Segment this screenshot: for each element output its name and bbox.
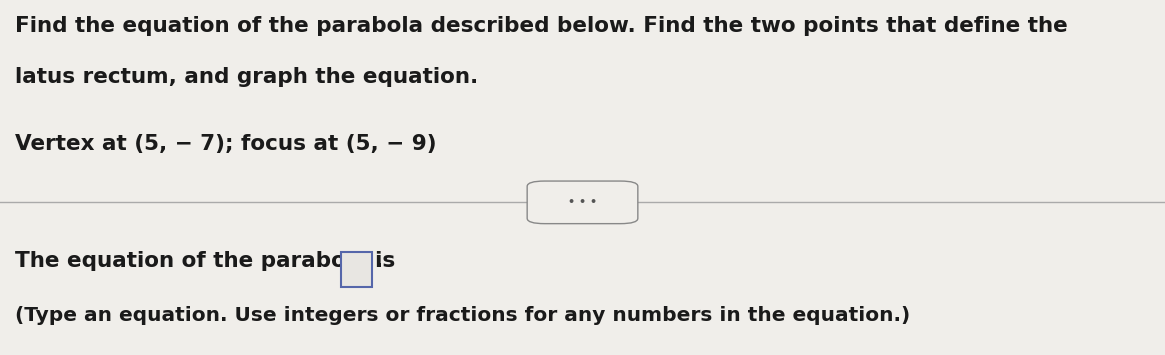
Text: Vertex at (5, − 7); focus at (5, − 9): Vertex at (5, − 7); focus at (5, − 9) — [15, 133, 437, 154]
Text: The equation of the parabola is: The equation of the parabola is — [15, 251, 403, 271]
Text: • • •: • • • — [569, 197, 596, 207]
FancyBboxPatch shape — [527, 181, 638, 224]
Text: Find the equation of the parabola described below. Find the two points that defi: Find the equation of the parabola descri… — [15, 16, 1068, 36]
Text: (Type an equation. Use integers or fractions for any numbers in the equation.): (Type an equation. Use integers or fract… — [15, 306, 910, 325]
FancyBboxPatch shape — [341, 252, 372, 286]
Text: .: . — [375, 251, 383, 271]
Text: latus rectum, and graph the equation.: latus rectum, and graph the equation. — [15, 67, 479, 87]
